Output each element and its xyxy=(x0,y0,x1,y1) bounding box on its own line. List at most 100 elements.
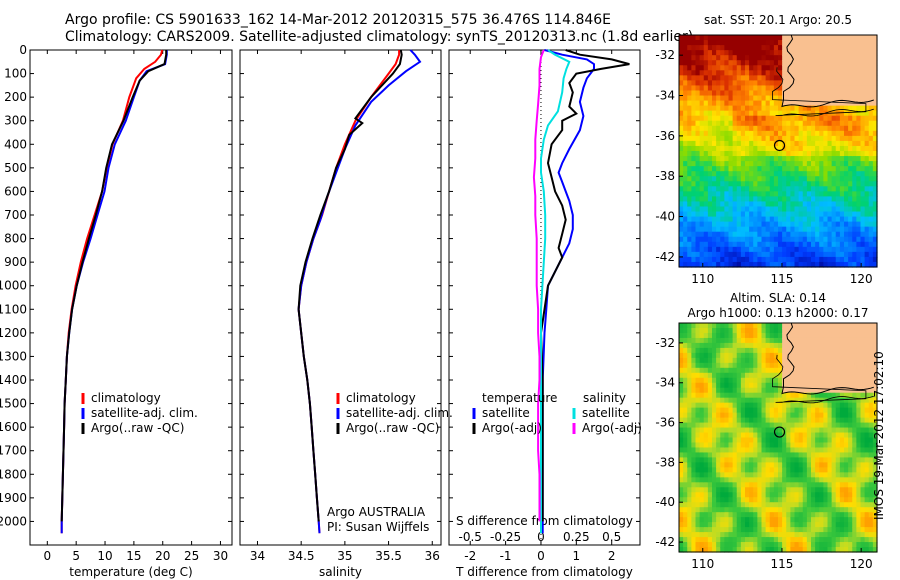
map-cell xyxy=(679,256,684,263)
map-cell xyxy=(765,95,771,102)
map-cell xyxy=(827,542,833,548)
map-cell xyxy=(831,337,837,344)
map-cell xyxy=(769,532,775,538)
map-cell xyxy=(819,90,824,97)
map-cell xyxy=(844,462,849,468)
map-cell xyxy=(778,60,783,66)
map-cell xyxy=(794,492,800,498)
map-cell xyxy=(839,75,845,81)
map-cell xyxy=(864,256,870,263)
map-cell xyxy=(848,347,853,354)
y-tick-label: 1000 xyxy=(0,279,27,293)
map-cell xyxy=(872,70,878,76)
map-cell xyxy=(802,171,808,177)
legend-temp-entry: satellite-adj. clim. xyxy=(91,406,198,420)
map-cell xyxy=(699,95,705,102)
map-cell xyxy=(782,251,787,258)
map-cell xyxy=(740,367,746,374)
map-cell xyxy=(868,457,874,463)
map-cell xyxy=(827,261,833,268)
map-cell xyxy=(732,342,738,349)
map-cell xyxy=(707,151,713,157)
map-cell xyxy=(827,65,833,71)
map-cell xyxy=(753,171,758,177)
map-cell xyxy=(745,90,750,97)
map-cell xyxy=(856,80,862,87)
map-cell xyxy=(683,100,688,107)
map-cell xyxy=(790,427,796,434)
map-cell xyxy=(831,427,837,434)
map-cell xyxy=(769,156,775,162)
map-cell xyxy=(769,492,775,498)
map-cell xyxy=(852,50,857,56)
map-cell xyxy=(769,372,775,379)
map-cell xyxy=(724,221,730,228)
map-cell xyxy=(736,502,742,508)
map-cell xyxy=(679,145,684,152)
map-cell xyxy=(712,392,717,399)
map-cell xyxy=(679,327,684,334)
map-cell xyxy=(761,231,767,238)
map-cell xyxy=(724,497,730,503)
map-cell xyxy=(835,432,841,439)
map-cell xyxy=(864,442,870,449)
map-cell xyxy=(852,477,857,483)
map-cell xyxy=(728,547,734,553)
map-cell xyxy=(852,377,857,384)
map-cell xyxy=(740,527,746,533)
map-cell xyxy=(806,422,812,429)
map-cell xyxy=(848,95,853,102)
map-cell xyxy=(769,105,775,112)
map-cell xyxy=(835,236,841,243)
map-cell xyxy=(782,231,787,238)
map-cell xyxy=(691,472,697,478)
map-cell xyxy=(844,502,849,508)
map-cell xyxy=(815,427,820,434)
map-cell xyxy=(839,40,845,46)
map-cell xyxy=(761,382,767,389)
map-cell xyxy=(815,40,820,46)
map-cell xyxy=(749,422,754,429)
map-cell xyxy=(778,437,783,444)
map-cell xyxy=(782,357,787,364)
map-cell xyxy=(778,140,783,147)
map-cell xyxy=(798,35,804,41)
map-cell xyxy=(683,171,688,177)
map-cell xyxy=(712,110,717,117)
map-cell xyxy=(749,140,754,147)
map-cell xyxy=(769,145,775,152)
map-cell xyxy=(740,80,746,87)
map-cell xyxy=(749,135,754,142)
map-cell xyxy=(844,382,849,389)
map-cell xyxy=(864,522,870,528)
map-cell xyxy=(707,216,713,223)
map-cell xyxy=(716,171,721,177)
map-cell xyxy=(864,382,870,389)
map-cell xyxy=(740,246,746,253)
map-cell xyxy=(872,512,878,518)
map-cell xyxy=(839,206,845,213)
map-cell xyxy=(703,372,709,379)
map-cell xyxy=(740,512,746,518)
x2-tick-label: 0.5 xyxy=(602,530,621,544)
map-cell xyxy=(790,226,796,233)
map-cell xyxy=(872,135,878,142)
map-cell xyxy=(782,332,787,339)
map-cell xyxy=(806,432,812,439)
map-cell xyxy=(712,211,717,218)
y-tick-label: 1100 xyxy=(0,302,27,316)
map-cell xyxy=(773,201,779,208)
map-cell xyxy=(761,125,767,132)
map-cell xyxy=(703,497,709,503)
map-cell xyxy=(773,427,779,434)
map-cell xyxy=(753,387,758,394)
map-cell xyxy=(848,327,853,334)
map-cell xyxy=(720,377,725,384)
map-cell xyxy=(695,161,701,167)
map-cell xyxy=(782,246,787,253)
map-cell xyxy=(712,382,717,389)
map-cell xyxy=(695,50,701,56)
map-cell xyxy=(765,402,771,409)
map-cell xyxy=(786,422,791,429)
map-cell xyxy=(732,467,738,473)
